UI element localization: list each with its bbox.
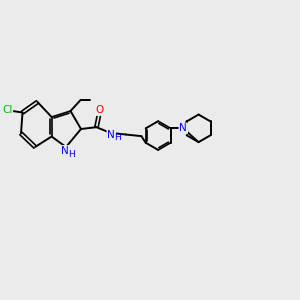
Text: H: H	[68, 150, 74, 159]
Text: O: O	[95, 105, 103, 115]
Text: N: N	[179, 123, 187, 134]
Text: N: N	[61, 146, 68, 156]
Text: N: N	[107, 130, 115, 140]
Text: H: H	[114, 134, 121, 142]
Text: Cl: Cl	[2, 105, 12, 115]
